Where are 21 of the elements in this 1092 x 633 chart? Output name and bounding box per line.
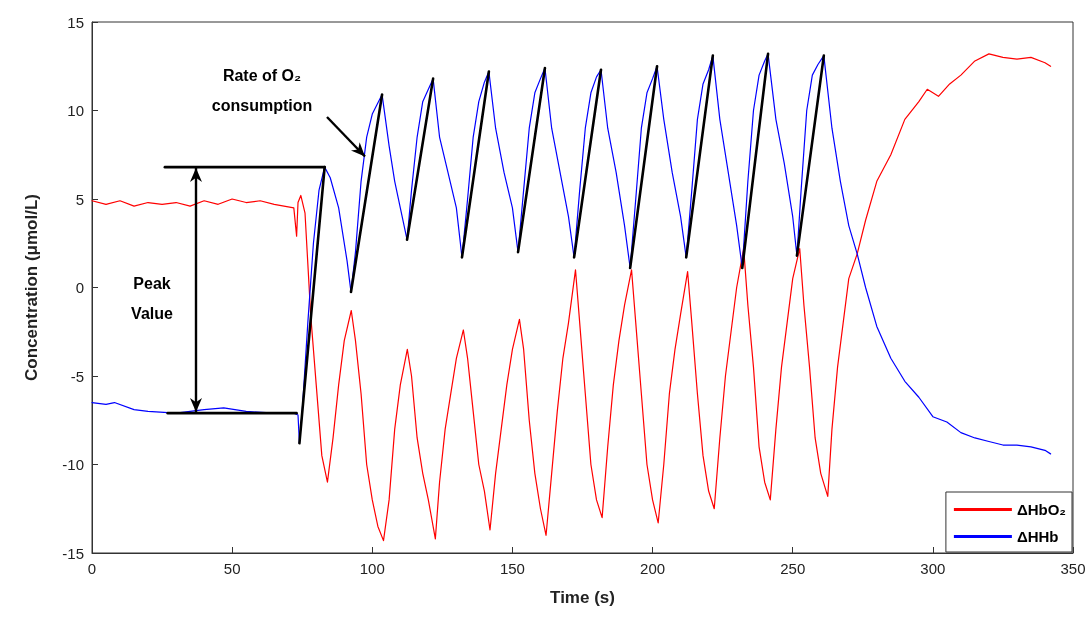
x-tick-label: 250 <box>780 560 806 577</box>
x-tick-label: 50 <box>223 560 241 577</box>
x-tick-label: 150 <box>499 560 525 577</box>
y-tick-label: 15 <box>67 13 84 31</box>
legend-label: ΔHbO₂ <box>1016 501 1066 518</box>
x-tick-label: 100 <box>359 560 385 577</box>
x-axis-title: Time (s) <box>550 588 615 607</box>
y-tick-label: -5 <box>70 367 84 385</box>
y-tick-label: 0 <box>75 279 84 296</box>
y-tick-label: -15 <box>62 544 84 562</box>
annotation: Peak Value <box>131 274 173 322</box>
y-axis-title: Concentration (μmol/L) <box>22 194 41 381</box>
y-tick-label: -10 <box>62 456 84 473</box>
x-tick-label: 300 <box>920 560 946 577</box>
legend-label: ΔHHb <box>1016 528 1059 545</box>
y-tick-label: 10 <box>67 102 84 119</box>
x-tick-label: 350 <box>1060 560 1086 577</box>
x-tick-label: 200 <box>640 560 666 577</box>
annotation: Rate of O₂ consumption <box>211 66 313 114</box>
y-tick-label: 5 <box>75 190 84 208</box>
x-tick-label: 0 <box>87 560 97 577</box>
